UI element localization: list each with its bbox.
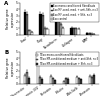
- Bar: [50, 76, 52, 84]
- Bar: [76, 77, 78, 84]
- Bar: [57, 16, 60, 34]
- Bar: [26, 72, 28, 84]
- Bar: [88, 33, 91, 34]
- Bar: [55, 14, 57, 34]
- Bar: [67, 79, 69, 84]
- Bar: [90, 76, 92, 84]
- Y-axis label: Relative gene
expression: Relative gene expression: [6, 8, 15, 29]
- Bar: [63, 81, 65, 84]
- Bar: [86, 33, 88, 34]
- Bar: [65, 78, 67, 84]
- Bar: [75, 28, 78, 34]
- Bar: [37, 61, 39, 84]
- Bar: [54, 80, 56, 84]
- Bar: [62, 28, 64, 34]
- Bar: [24, 12, 26, 34]
- Bar: [42, 15, 44, 34]
- Bar: [78, 78, 80, 84]
- Bar: [92, 77, 93, 84]
- Bar: [60, 24, 62, 34]
- Text: A: A: [4, 1, 8, 6]
- Bar: [80, 79, 82, 84]
- Bar: [39, 14, 42, 34]
- Legend: Exo mono-conditioned fibroblasts, Exo MF-cond. med. + anti-Shh, n=3, Exo MF-cond: Exo mono-conditioned fibroblasts, Exo MF…: [50, 3, 99, 22]
- Bar: [46, 29, 49, 34]
- Bar: [93, 75, 95, 84]
- Bar: [28, 30, 31, 34]
- Bar: [78, 29, 80, 34]
- Bar: [44, 28, 46, 34]
- Bar: [28, 78, 30, 84]
- Bar: [31, 32, 33, 34]
- Bar: [41, 79, 43, 84]
- Bar: [52, 78, 54, 84]
- Bar: [24, 75, 26, 84]
- Y-axis label: Relative gene
expression: Relative gene expression: [6, 57, 15, 78]
- Bar: [73, 28, 75, 34]
- Text: B: B: [4, 50, 8, 55]
- Legend: T-Exo mono-conditioned fibroblasts, T-Exo MF-conditioned medium + anti-Shh, n=3,: T-Exo mono-conditioned fibroblasts, T-Ex…: [36, 52, 99, 66]
- Bar: [70, 28, 73, 34]
- Bar: [39, 77, 41, 84]
- Bar: [26, 14, 28, 34]
